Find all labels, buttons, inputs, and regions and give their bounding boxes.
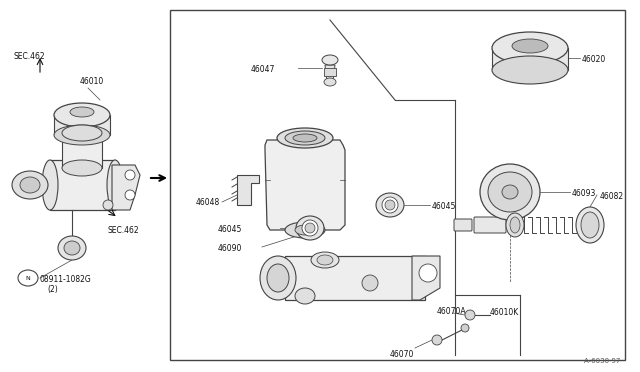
Text: 46093: 46093	[572, 189, 596, 198]
Polygon shape	[412, 256, 440, 300]
FancyBboxPatch shape	[454, 219, 472, 231]
Ellipse shape	[492, 32, 568, 64]
Text: 46010: 46010	[80, 77, 104, 86]
Polygon shape	[285, 256, 425, 300]
Ellipse shape	[317, 255, 333, 265]
Ellipse shape	[302, 220, 318, 236]
Text: 46082: 46082	[600, 192, 624, 201]
Ellipse shape	[419, 264, 437, 282]
Ellipse shape	[20, 177, 40, 193]
Ellipse shape	[70, 107, 94, 117]
Ellipse shape	[480, 164, 540, 220]
FancyBboxPatch shape	[474, 217, 506, 233]
Text: 46020: 46020	[582, 55, 606, 64]
Ellipse shape	[293, 134, 317, 142]
Ellipse shape	[58, 236, 86, 260]
Ellipse shape	[295, 225, 315, 235]
Text: A-6030 97: A-6030 97	[584, 358, 620, 364]
Ellipse shape	[18, 270, 38, 286]
Polygon shape	[324, 68, 336, 76]
Ellipse shape	[42, 160, 58, 210]
Polygon shape	[265, 140, 345, 230]
Text: SEC.462: SEC.462	[14, 52, 45, 61]
Ellipse shape	[305, 223, 315, 233]
Text: SEC.462: SEC.462	[108, 226, 140, 235]
Ellipse shape	[277, 128, 333, 148]
Text: 46010K: 46010K	[490, 308, 519, 317]
Ellipse shape	[465, 310, 475, 320]
Ellipse shape	[506, 213, 524, 237]
Ellipse shape	[382, 197, 398, 213]
Ellipse shape	[510, 217, 520, 233]
Ellipse shape	[576, 207, 604, 243]
Ellipse shape	[54, 103, 110, 127]
Ellipse shape	[461, 324, 469, 332]
Text: (2): (2)	[47, 285, 58, 294]
Polygon shape	[54, 115, 110, 135]
Polygon shape	[62, 133, 102, 168]
Bar	[170, 10, 625, 360]
Ellipse shape	[62, 160, 102, 176]
Polygon shape	[492, 48, 568, 70]
Text: 46070A: 46070A	[437, 307, 467, 316]
Text: 46047: 46047	[251, 65, 275, 74]
Text: 46070: 46070	[390, 350, 414, 359]
Ellipse shape	[385, 200, 395, 210]
Ellipse shape	[432, 335, 442, 345]
Ellipse shape	[64, 241, 80, 255]
Text: 46045: 46045	[218, 225, 243, 234]
Polygon shape	[325, 65, 335, 82]
Ellipse shape	[103, 200, 113, 210]
Ellipse shape	[62, 125, 102, 141]
Text: N: N	[26, 276, 30, 280]
Ellipse shape	[311, 252, 339, 268]
Text: 46048: 46048	[196, 198, 220, 207]
Ellipse shape	[322, 55, 338, 65]
Ellipse shape	[492, 56, 568, 84]
Ellipse shape	[125, 190, 135, 200]
Ellipse shape	[285, 131, 325, 145]
Ellipse shape	[296, 216, 324, 240]
Polygon shape	[50, 160, 115, 210]
Ellipse shape	[512, 39, 548, 53]
Ellipse shape	[125, 170, 135, 180]
Polygon shape	[237, 175, 259, 205]
Text: 46045: 46045	[432, 202, 456, 211]
Ellipse shape	[54, 125, 110, 145]
Ellipse shape	[502, 185, 518, 199]
Text: 46090: 46090	[218, 244, 243, 253]
Ellipse shape	[295, 288, 315, 304]
Ellipse shape	[376, 193, 404, 217]
Ellipse shape	[285, 222, 325, 238]
Ellipse shape	[324, 78, 336, 86]
Ellipse shape	[107, 160, 123, 210]
Ellipse shape	[267, 264, 289, 292]
Text: 08911-1082G: 08911-1082G	[39, 275, 91, 284]
Ellipse shape	[362, 275, 378, 291]
Ellipse shape	[260, 256, 296, 300]
Ellipse shape	[581, 212, 599, 238]
Ellipse shape	[12, 171, 48, 199]
Ellipse shape	[488, 172, 532, 212]
Polygon shape	[112, 165, 140, 210]
